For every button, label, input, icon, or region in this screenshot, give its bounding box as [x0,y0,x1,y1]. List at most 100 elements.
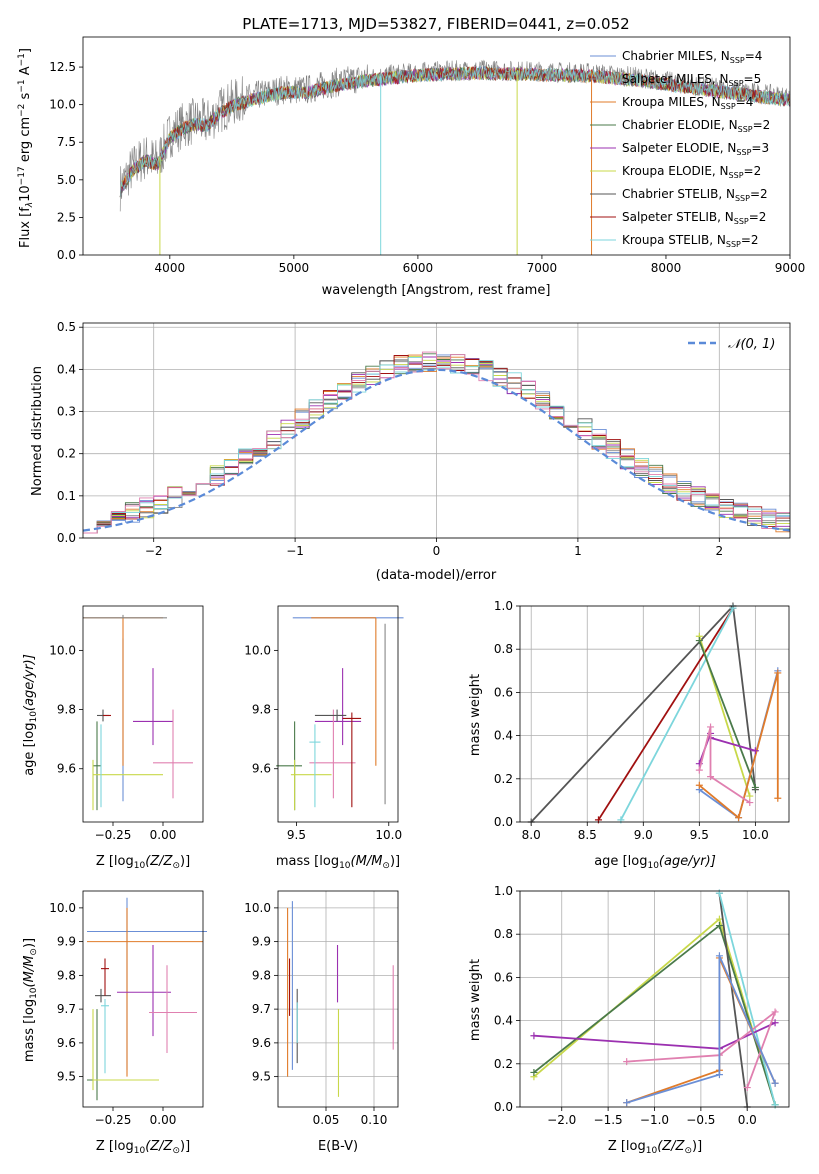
y-tick-label: 0.6 [494,685,513,699]
weight-point-marker [623,1099,631,1107]
x-tick-label: 0.0 [738,1113,757,1127]
weight-point-marker [771,1019,779,1027]
y-tick-label: 9.5 [57,1070,76,1084]
error-cross [311,617,377,766]
y-tick-label: 0.4 [494,1014,513,1028]
residuals-ylabel: Normed distribution [30,366,45,496]
plot-frame [82,36,791,256]
x-tick-label: −1.5 [594,1113,623,1127]
x-tick-label: 8.5 [578,828,597,842]
plot-frame [277,890,399,1108]
x-tick-label: 0.00 [150,1113,177,1127]
mass-vs-ebv-panel: 0.05 0.10 9.5 9.6 9.7 9.8 9.9 10.0 [244,890,399,1127]
p5-xlabel: age [log10(age/yr)] [594,854,716,871]
model-spectrum [119,65,791,198]
error-cross [87,1009,107,1101]
weight-point-marker [707,773,715,781]
error-cross [276,721,302,811]
y-tick-label: 10.0 [49,901,76,915]
error-cross [83,617,163,766]
y-tick-label: 0.0 [494,1100,513,1114]
x-tick-label: 0.05 [313,1113,340,1127]
mass-vs-metallicity-panel: −0.25 0.00 9.5 9.6 9.7 9.8 9.9 10.0 [49,890,207,1127]
y-tick-label: 0.3 [57,405,76,419]
weight-series-line [597,607,734,821]
weight-series-line [718,892,776,1106]
y-tick-label: 9.8 [57,703,76,717]
weight-point-marker [751,783,759,791]
weight-vs-metallicity-panel: −2.0 −1.5 −1.0 −0.5 0.0 0.0 0.2 0.4 0.6 0.8 1.0 [494,884,790,1127]
p8-xlabel: Z [log10(Z/Z⊙)] [608,1139,702,1156]
x-tick-label: −0.5 [686,1113,715,1127]
figure-title: PLATE=1713, MJD=53827, FIBERID=0441, z=0… [242,15,629,33]
weight-series-line [698,640,757,788]
y-tick-label: 5.0 [57,173,76,187]
p3-ylabel: age [log10(age/yr)] [22,654,39,776]
error-cross [101,958,109,996]
weight-point-marker [715,1071,723,1079]
y-tick-label: 0.0 [57,531,76,545]
y-tick-label: 0.2 [494,772,513,786]
y-tick-label: 9.9 [57,935,76,949]
error-cross [93,721,101,811]
y-tick-label: 0.1 [57,489,76,503]
legend-label: Kroupa ELODIE, NSSP=2 [622,164,761,180]
weight-point-marker [751,747,759,755]
x-tick-label: 9.0 [634,828,653,842]
model-spectrum [119,66,791,198]
y-tick-label: 12.5 [49,60,76,74]
weight-series-line [718,893,749,1108]
x-tick-label: 4000 [155,261,186,275]
weight-series-line [698,672,779,820]
weight-series-line [620,607,734,821]
x-tick-label: 7000 [527,261,558,275]
weight-point-marker [746,792,754,800]
legend-label: Salpeter MILES, NSSP=5 [622,72,761,88]
y-tick-label: 9.7 [252,1002,271,1016]
plot-frame [519,605,790,823]
p6-ylabel: mass [log10(M/M⊙)] [22,938,39,1062]
residuals-xlabel: (data-model)/error [376,568,497,583]
plot-frame [82,890,204,1108]
y-tick-label: 0.4 [57,362,76,376]
legend-label: Chabrier MILES, NSSP=4 [622,49,762,65]
y-tick-label: 0.5 [57,320,76,334]
x-tick-label: 9.5 [287,828,306,842]
p7-xlabel: E(B-V) [318,1139,358,1154]
y-tick-label: 0.2 [57,447,76,461]
y-tick-label: 10.0 [49,98,76,112]
y-tick-label: 9.7 [57,1002,76,1016]
p3-xlabel: Z [log10(Z/Z⊙)] [96,854,190,871]
weight-point-marker [771,1079,779,1087]
x-tick-label: 5000 [279,261,310,275]
weight-point-marker [707,723,715,731]
weight-point-marker [530,1068,538,1076]
error-cross [92,1009,159,1091]
spectrum-legend: Chabrier MILES, NSSP=4 Salpeter MILES, NS… [590,49,770,249]
y-tick-label: 9.8 [57,968,76,982]
error-cross [309,724,321,808]
weight-series-line [698,726,751,804]
error-cross [101,999,109,1074]
weight-point-marker [771,1008,779,1016]
y-tick-label: 10.0 [244,643,271,657]
x-tick-label: −1 [286,544,304,558]
weight-point-marker [746,799,754,807]
weight-point-marker [735,814,743,822]
plot-frame [277,605,399,823]
x-tick-label: 10.0 [742,828,769,842]
spectrum-panel: 4000 5000 6000 7000 8000 9000 0.0 2.5 5.0 7.5 10.0… [49,36,805,275]
weight-point-marker [743,1084,751,1092]
x-tick-label: 10.0 [375,828,402,842]
p8-ylabel: mass weight [468,959,483,1041]
y-tick-label: 9.6 [57,1036,76,1050]
plot-frame [82,322,791,539]
weight-point-marker [695,781,703,789]
legend-label: Chabrier STELIB, NSSP=2 [622,187,768,203]
x-tick-label: 6000 [403,261,434,275]
spectrum-ylabel: Flux [fλ10−17 erg cm−2 s−1 A−1] [17,48,35,248]
plot-frame [82,605,204,823]
weight-point-marker [774,669,782,677]
error-cross [117,945,171,1037]
x-tick-label: 2 [715,544,723,558]
